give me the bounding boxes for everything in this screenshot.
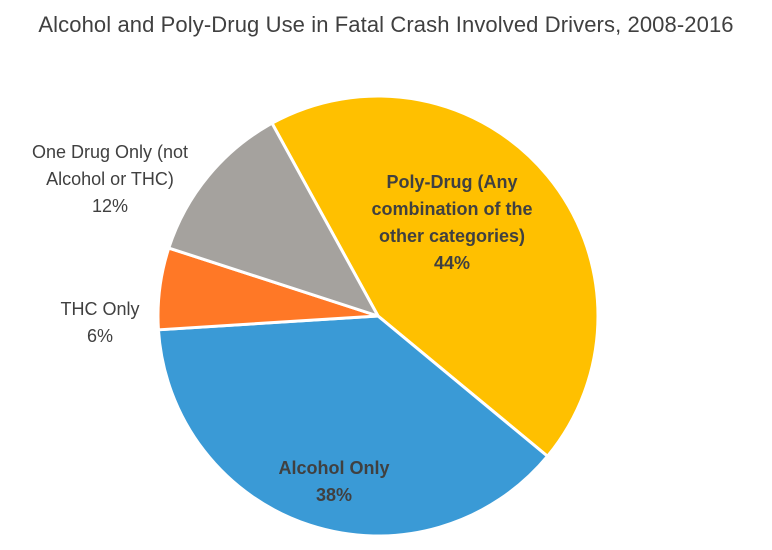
chart-title: Alcohol and Poly-Drug Use in Fatal Crash… bbox=[38, 12, 734, 37]
data-label-line: Alcohol or THC) bbox=[46, 169, 174, 189]
data-label-line: other categories) bbox=[379, 226, 525, 246]
data-label-line: One Drug Only (not bbox=[32, 142, 188, 162]
pie-labels: Poly-Drug (Any combination of the other ca… bbox=[32, 142, 533, 505]
data-label-line: combination of the bbox=[372, 199, 533, 219]
data-label-value: 38% bbox=[316, 485, 352, 505]
data-label: Alcohol Only 38% bbox=[278, 458, 389, 505]
pie-slice bbox=[167, 121, 380, 318]
data-label-line: Poly-Drug (Any bbox=[386, 172, 517, 192]
pie-slices bbox=[156, 94, 600, 538]
data-label: THC Only 6% bbox=[60, 299, 139, 346]
data-label-line: THC Only bbox=[60, 299, 139, 319]
data-label-value: 44% bbox=[434, 253, 470, 273]
pie-slice bbox=[156, 314, 550, 538]
data-label: One Drug Only (not Alcohol or THC) 12% bbox=[32, 142, 188, 216]
pie-slice bbox=[270, 94, 600, 458]
data-label: Poly-Drug (Any combination of the other ca… bbox=[372, 172, 533, 273]
data-label-line: Alcohol Only bbox=[278, 458, 389, 478]
data-label-value: 12% bbox=[92, 196, 128, 216]
data-label-value: 6% bbox=[87, 326, 113, 346]
